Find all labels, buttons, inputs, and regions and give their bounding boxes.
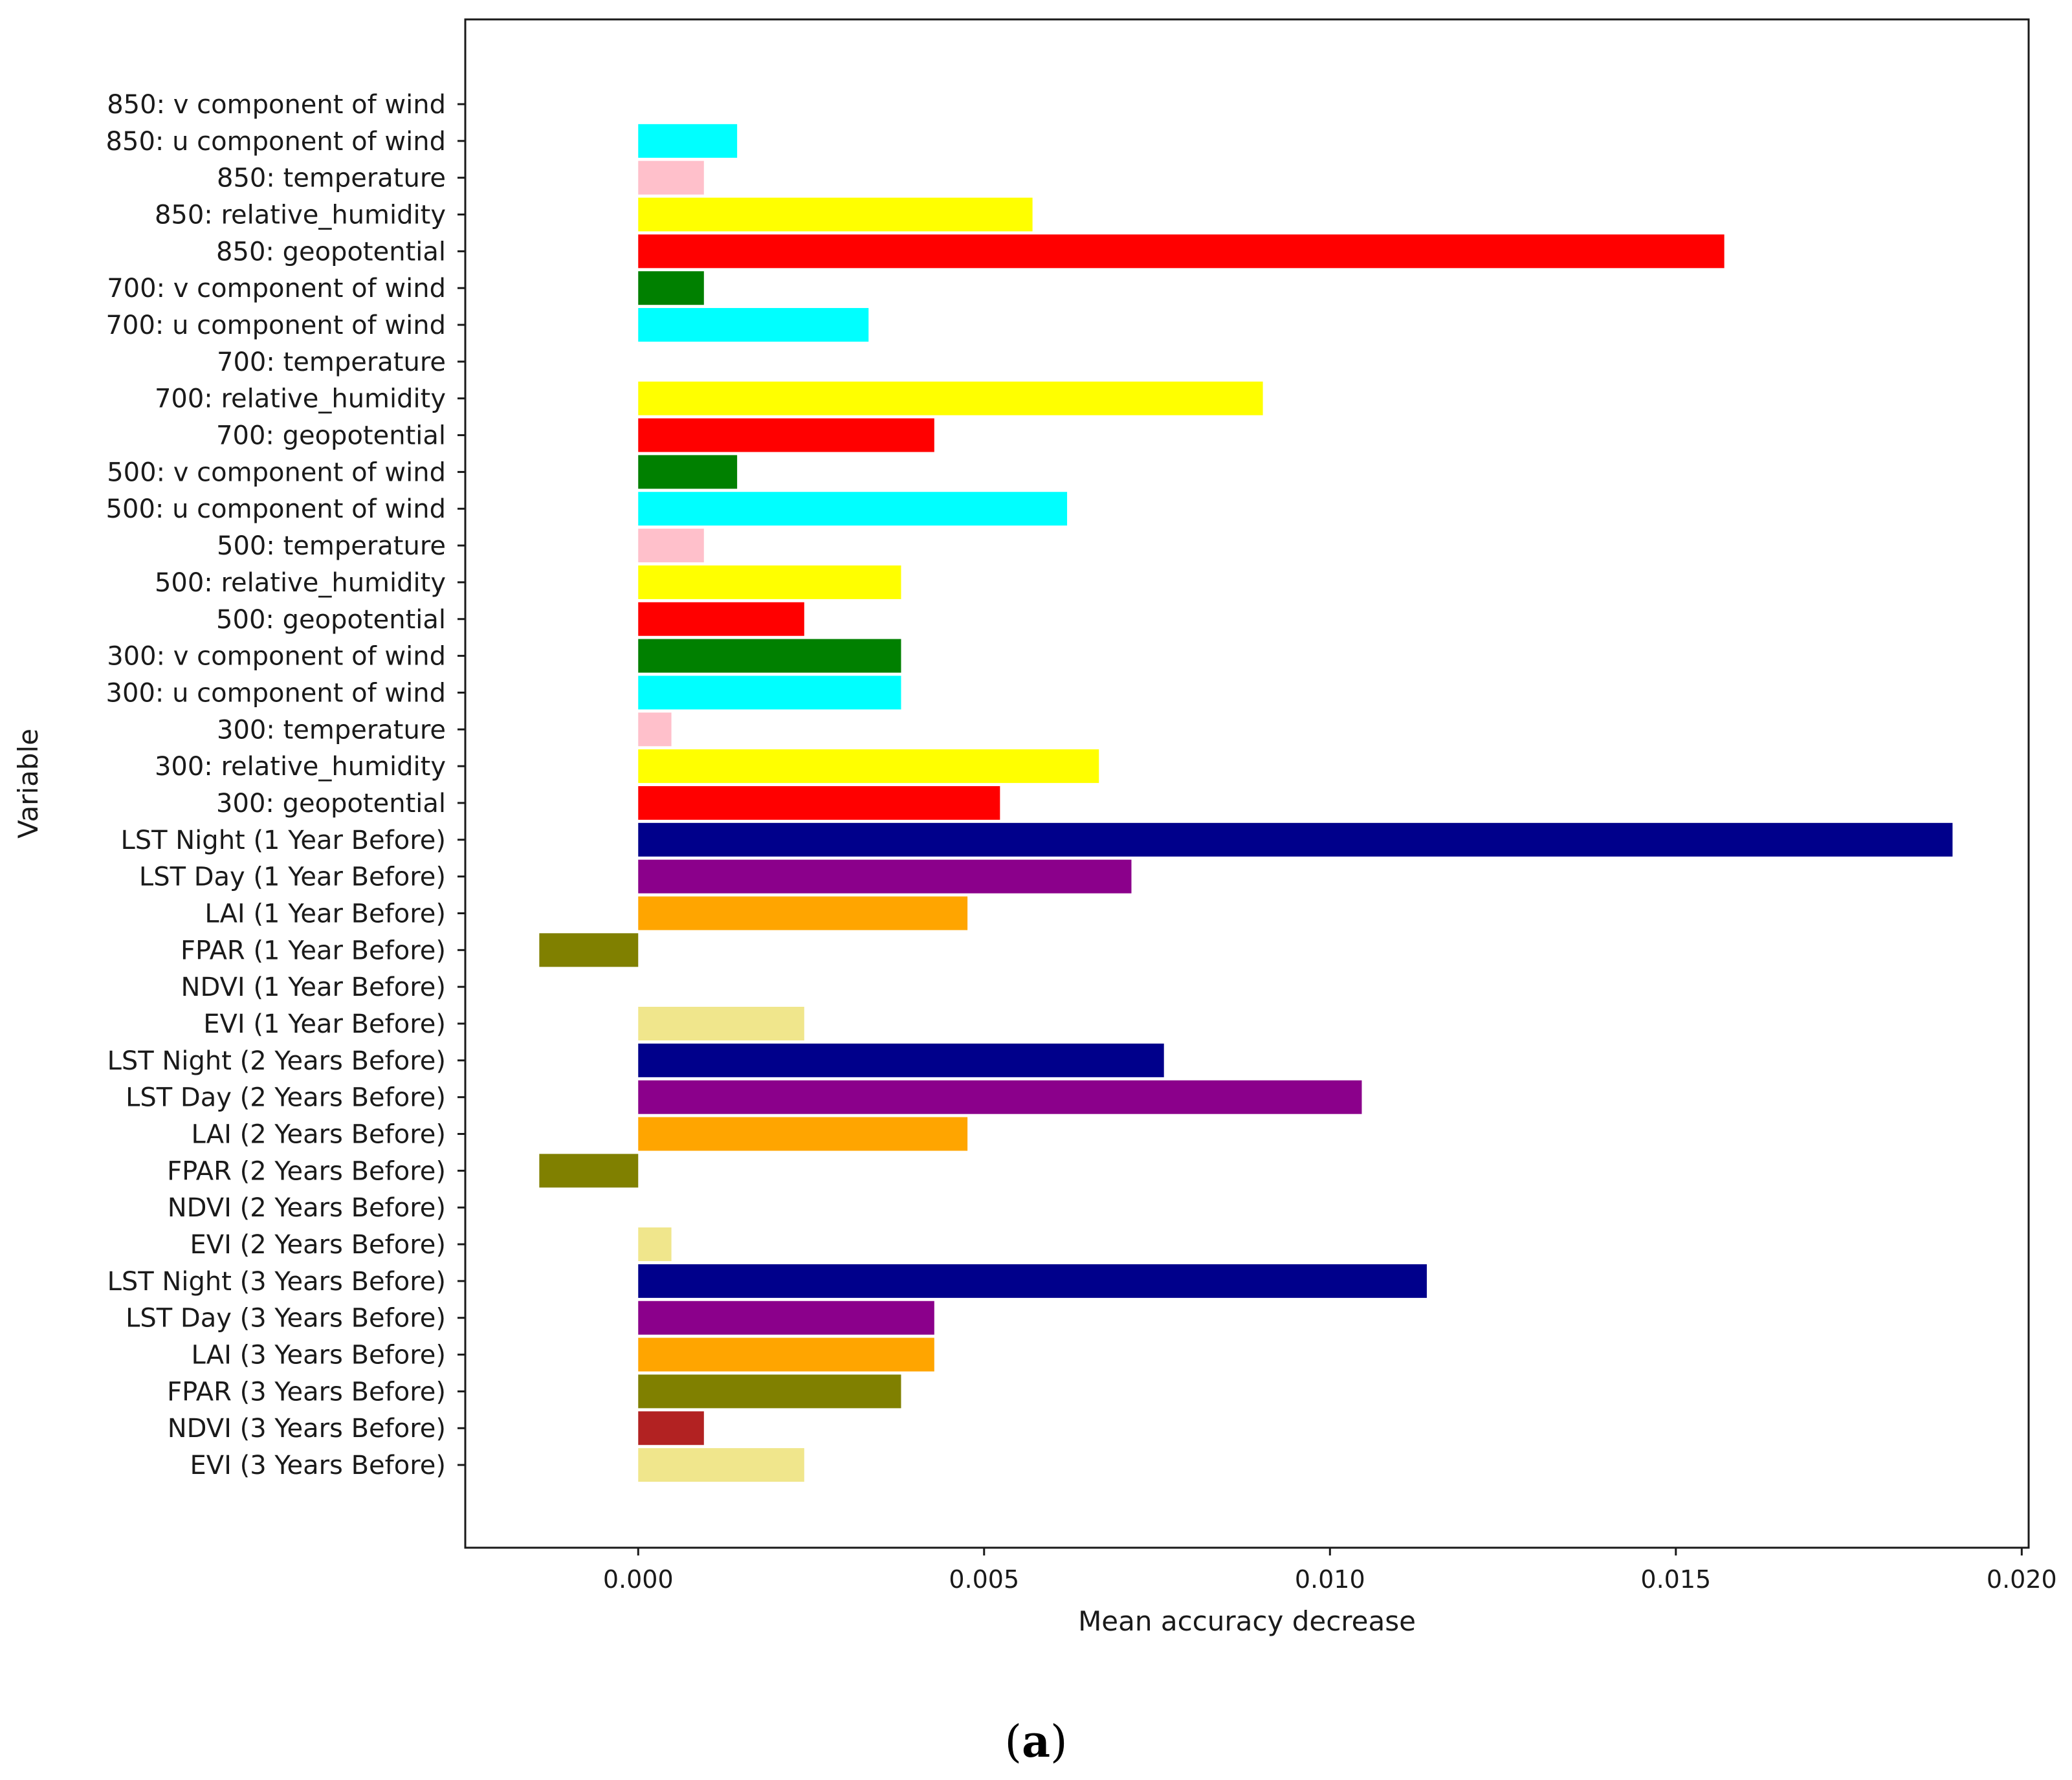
y-tick-label: 300: relative_humidity xyxy=(155,752,446,782)
y-tick-label: LST Night (3 Years Before) xyxy=(107,1267,446,1297)
x-axis-label: Mean accuracy decrease xyxy=(1078,1605,1416,1637)
y-tick-label: 850: relative_humidity xyxy=(155,201,446,230)
x-tick-label: 0.005 xyxy=(949,1565,1019,1594)
bar xyxy=(638,271,704,305)
plot-area-frame xyxy=(464,18,2030,1549)
bar xyxy=(638,822,1953,857)
y-tick-label: 850: geopotential xyxy=(216,237,446,267)
y-tick-label: 300: v component of wind xyxy=(107,642,446,672)
bar xyxy=(638,1411,704,1445)
y-tick-label: 700: temperature xyxy=(217,347,446,377)
bar xyxy=(638,124,738,158)
y-tick-label: NDVI (2 Years Before) xyxy=(168,1193,446,1223)
bar xyxy=(638,1337,934,1372)
bar xyxy=(638,1117,968,1151)
y-tick-label: LAI (2 Years Before) xyxy=(192,1120,446,1150)
y-tick-label: LST Day (2 Years Before) xyxy=(126,1083,446,1113)
y-tick-label: 700: u component of wind xyxy=(106,311,446,340)
caption-open-paren: ( xyxy=(1004,1717,1022,1768)
y-tick-label: 850: u component of wind xyxy=(106,127,446,157)
bar xyxy=(638,602,804,636)
bar xyxy=(539,1154,639,1188)
y-tick-label: LST Day (1 Year Before) xyxy=(139,863,446,892)
bar xyxy=(638,455,738,489)
y-axis-label: Variable xyxy=(12,729,44,839)
caption-close-paren: ) xyxy=(1050,1717,1068,1768)
y-tick-label: 700: geopotential xyxy=(216,421,446,451)
bar xyxy=(638,749,1099,784)
caption-letter: a xyxy=(1022,1716,1050,1768)
y-tick-label: 700: v component of wind xyxy=(107,274,446,303)
bar xyxy=(638,1080,1362,1114)
y-tick-label: 300: u component of wind xyxy=(106,678,446,708)
x-tick-label: 0.000 xyxy=(603,1565,674,1594)
bar xyxy=(638,197,1033,232)
bar xyxy=(638,859,1132,894)
bar xyxy=(638,418,934,452)
bar xyxy=(638,492,1068,526)
y-tick-label: FPAR (1 Year Before) xyxy=(181,936,446,965)
bar xyxy=(638,1043,1164,1077)
bar xyxy=(638,896,968,930)
bar xyxy=(638,160,704,195)
y-tick-label: 500: u component of wind xyxy=(106,494,446,524)
x-tick-label: 0.015 xyxy=(1640,1565,1711,1594)
y-tick-label: EVI (2 Years Before) xyxy=(190,1230,446,1260)
y-tick-label: EVI (1 Year Before) xyxy=(203,1009,446,1039)
y-tick-label: 300: temperature xyxy=(217,715,446,745)
bar xyxy=(638,676,901,710)
y-tick-label: 850: temperature xyxy=(217,164,446,193)
bar xyxy=(638,1007,804,1040)
y-tick-label: FPAR (2 Years Before) xyxy=(167,1156,446,1186)
bar xyxy=(638,565,901,599)
y-tick-label: NDVI (1 Year Before) xyxy=(181,972,446,1002)
y-tick-label: LST Day (3 Years Before) xyxy=(126,1304,446,1334)
bar xyxy=(539,933,639,967)
bar xyxy=(638,786,1000,820)
y-tick-label: 300: geopotential xyxy=(216,789,446,819)
y-tick-label: 500: temperature xyxy=(217,531,446,561)
y-tick-label: 850: v component of wind xyxy=(107,90,446,120)
bar xyxy=(638,308,869,342)
bar xyxy=(638,639,901,673)
bar xyxy=(638,1227,672,1262)
x-tick-label: 0.010 xyxy=(1295,1565,1365,1594)
bar xyxy=(638,1264,1427,1298)
y-tick-label: LST Night (2 Years Before) xyxy=(107,1046,446,1076)
bar xyxy=(638,1374,901,1409)
y-tick-label: 700: relative_humidity xyxy=(155,384,446,414)
bar xyxy=(638,1301,934,1335)
y-tick-label: 500: geopotential xyxy=(216,605,446,635)
y-tick-label: LST Night (1 Year Before) xyxy=(120,826,446,855)
y-tick-labels: 850: v component of wind 850: u component… xyxy=(106,90,465,1480)
bar xyxy=(638,234,1725,269)
x-axis-ticks: 0.000 0.005 0.010 0.015 0.020 xyxy=(603,1548,2057,1594)
figure-caption: (a) xyxy=(1004,1716,1067,1768)
bars-layer xyxy=(539,124,1953,1482)
bar xyxy=(638,529,704,563)
x-tick-label: 0.020 xyxy=(1987,1565,2057,1594)
bar xyxy=(638,381,1263,415)
y-tick-label: 500: relative_humidity xyxy=(155,568,446,598)
bar xyxy=(638,712,672,747)
y-tick-label: EVI (3 Years Before) xyxy=(190,1451,446,1480)
y-tick-label: FPAR (3 Years Before) xyxy=(167,1377,446,1407)
bar xyxy=(638,1448,804,1482)
y-tick-label: 500: v component of wind xyxy=(107,457,446,487)
y-tick-label: LAI (3 Years Before) xyxy=(192,1341,446,1370)
y-tick-label: LAI (1 Year Before) xyxy=(204,899,446,928)
y-tick-label: NDVI (3 Years Before) xyxy=(168,1414,446,1444)
